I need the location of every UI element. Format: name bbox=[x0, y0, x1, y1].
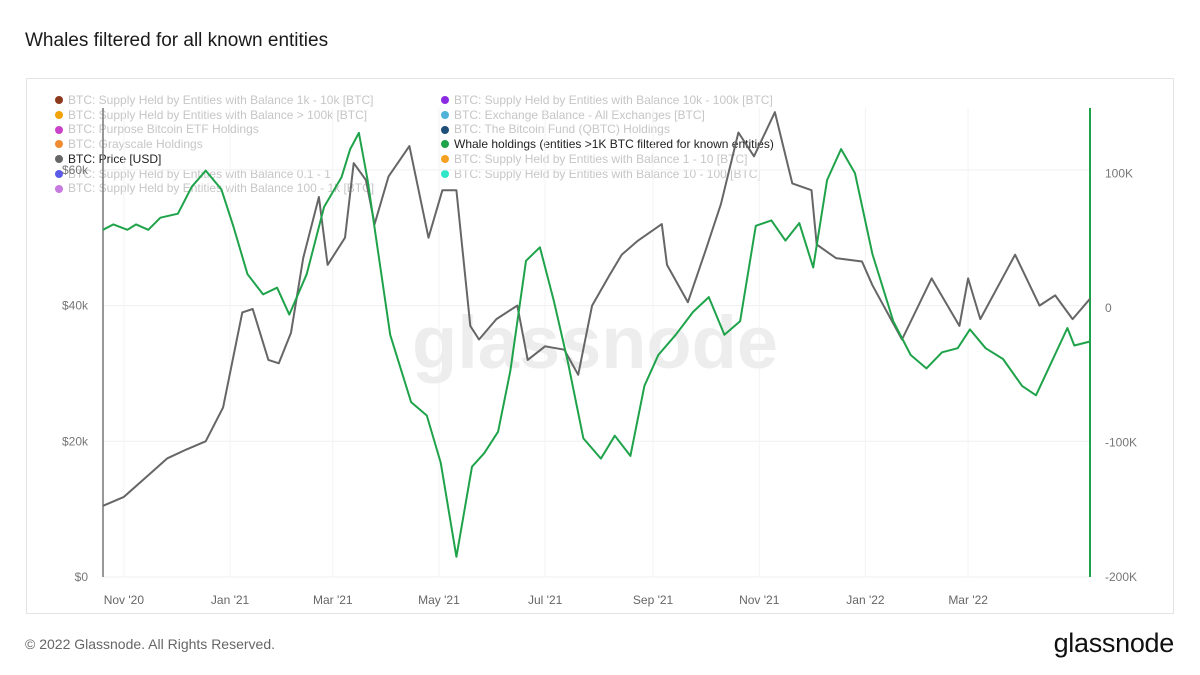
legend-color-dot bbox=[55, 96, 63, 105]
x-tick-label: Nov '21 bbox=[739, 593, 780, 607]
legend-color-dot bbox=[55, 184, 63, 193]
x-tick-label: Nov '20 bbox=[104, 593, 145, 607]
y-left-tick-label: $20k bbox=[62, 434, 89, 448]
y-right-tick-label: -100K bbox=[1105, 435, 1137, 449]
legend-color-dot bbox=[441, 140, 449, 149]
legend-color-dot bbox=[441, 125, 449, 134]
series-lines bbox=[102, 111, 1091, 558]
legend-item[interactable]: BTC: Supply Held by Entities with Balanc… bbox=[441, 152, 774, 167]
y-left-tick-label: $0 bbox=[75, 570, 89, 584]
legend-color-dot bbox=[55, 169, 63, 178]
legend-color-dot bbox=[55, 140, 63, 149]
copyright-footer: © 2022 Glassnode. All Rights Reserved. bbox=[25, 636, 276, 652]
legend-color-dot bbox=[441, 96, 449, 105]
y-right-tick-label: -200K bbox=[1105, 570, 1137, 584]
legend-item[interactable]: BTC: Purpose Bitcoin ETF Holdings bbox=[55, 122, 374, 137]
legend-color-dot bbox=[441, 111, 449, 120]
legend-color-dot bbox=[55, 155, 63, 164]
legend-item[interactable]: BTC: Supply Held by Entities with Balanc… bbox=[441, 93, 774, 108]
legend-item[interactable]: Whale holdings (entities >1K BTC filtere… bbox=[441, 137, 774, 152]
legend-item[interactable]: BTC: Price [USD] bbox=[55, 152, 374, 167]
legend-color-dot bbox=[55, 111, 63, 120]
y-right-tick-label: 100K bbox=[1105, 166, 1133, 180]
legend-label: BTC: Grayscale Holdings bbox=[68, 137, 203, 152]
legend-item[interactable]: BTC: Supply Held by Entities with Balanc… bbox=[55, 93, 374, 108]
legend-item[interactable]: BTC: Grayscale Holdings bbox=[55, 137, 374, 152]
x-tick-label: Jul '21 bbox=[528, 593, 563, 607]
legend-label: BTC: Supply Held by Entities with Balanc… bbox=[454, 151, 748, 166]
gridlines bbox=[103, 108, 1090, 578]
legend-label: Whale holdings (entities >1K BTC filtere… bbox=[454, 137, 774, 152]
series-line-whale-holdings bbox=[102, 131, 1091, 558]
legend-item[interactable]: BTC: The Bitcoin Fund (QBTC) Holdings bbox=[441, 122, 774, 137]
axes: $0 $20k $40k $60k -200K -100K 0 100K Nov '20 Jan … bbox=[62, 108, 1137, 607]
watermark: glassnode bbox=[412, 301, 778, 384]
legend-label: BTC: Supply Held by Entities with Balanc… bbox=[454, 93, 773, 107]
x-tick-label: Mar '21 bbox=[313, 593, 353, 607]
x-tick-label: Jan '21 bbox=[211, 593, 250, 607]
legend-label: BTC: Supply Held by Entities with Balanc… bbox=[68, 93, 374, 107]
y-right-tick-label: 0 bbox=[1105, 301, 1112, 315]
brand-logo[interactable]: glassnode bbox=[1053, 628, 1175, 658]
legend-color-dot bbox=[441, 169, 449, 178]
legend-label: BTC: Purpose Bitcoin ETF Holdings bbox=[68, 122, 259, 137]
y-left-tick-label: $60k bbox=[62, 163, 89, 177]
series-line-btc-price bbox=[102, 111, 1091, 507]
chart-frame bbox=[26, 78, 1174, 614]
x-tick-label: Jan '22 bbox=[846, 593, 885, 607]
legend-item[interactable]: BTC: Exchange Balance - All Exchanges [B… bbox=[441, 108, 774, 123]
x-tick-label: Mar '22 bbox=[948, 593, 988, 607]
legend-label: BTC: Supply Held by Entities with Balanc… bbox=[68, 107, 368, 122]
legend-label: BTC: Price [USD] bbox=[68, 151, 162, 166]
x-tick-label: Sep '21 bbox=[633, 593, 674, 607]
chart-title: Whales filtered for all known entities bbox=[25, 30, 329, 51]
legend-color-dot bbox=[441, 155, 449, 164]
legend-color-dot bbox=[55, 125, 63, 134]
legend-item[interactable]: BTC: Supply Held by Entities with Balanc… bbox=[55, 108, 374, 123]
legend-label: BTC: Exchange Balance - All Exchanges [B… bbox=[454, 107, 705, 122]
x-tick-label: May '21 bbox=[418, 593, 460, 607]
legend-label: BTC: The Bitcoin Fund (QBTC) Holdings bbox=[454, 122, 670, 137]
legend-column-2: BTC: Supply Held by Entities with Balanc… bbox=[441, 93, 774, 181]
y-left-tick-label: $40k bbox=[62, 299, 89, 313]
